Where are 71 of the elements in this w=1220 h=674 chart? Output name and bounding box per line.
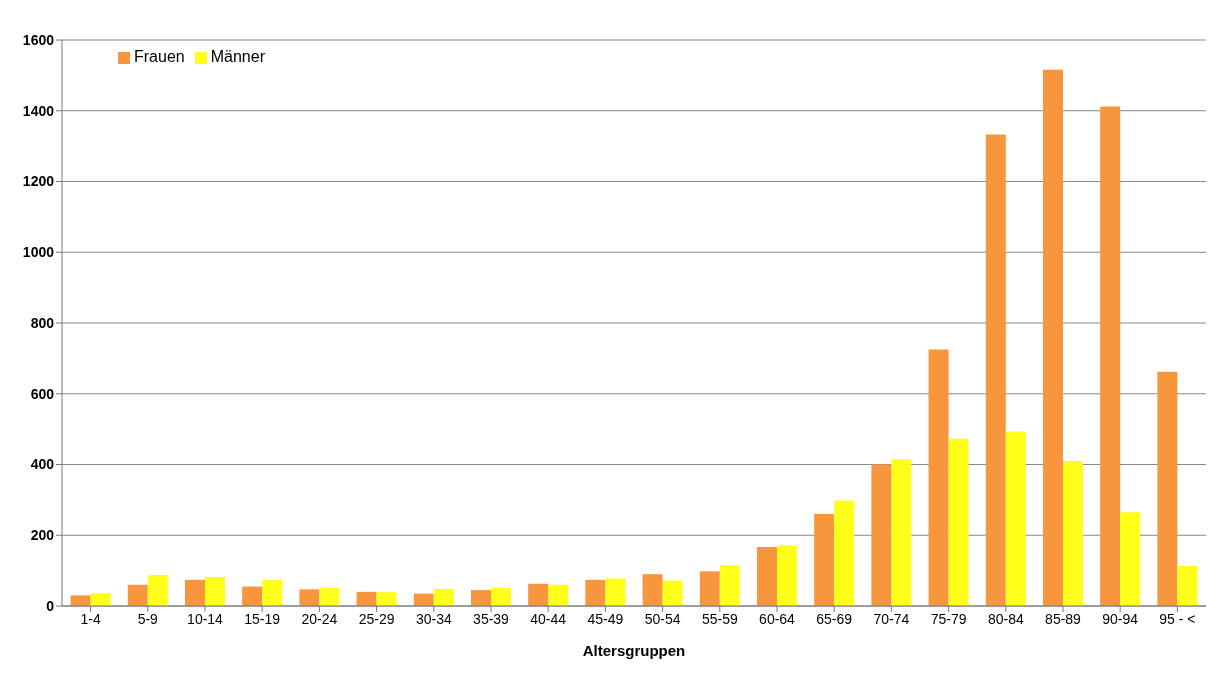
- x-tick-label: 45-49: [587, 610, 624, 627]
- bar: [262, 580, 283, 606]
- bar: [662, 580, 683, 606]
- bar: [814, 514, 835, 606]
- bar: [719, 565, 740, 606]
- bar: [319, 587, 340, 606]
- y-tick-label: 400: [30, 456, 55, 473]
- y-tick-label: 600: [30, 385, 55, 402]
- x-tick-label: 95 - <: [1159, 610, 1196, 627]
- bar: [1157, 371, 1178, 606]
- x-tick-label: 10-14: [187, 610, 224, 627]
- y-tick-label: 1000: [22, 244, 55, 261]
- bar: [948, 438, 969, 606]
- x-tick-label: 55-59: [701, 610, 738, 627]
- bar: [470, 590, 491, 606]
- y-tick-label: 200: [30, 527, 55, 544]
- bar: [1042, 69, 1063, 606]
- bar: [756, 546, 777, 606]
- bar: [204, 576, 225, 606]
- bar: [585, 579, 606, 606]
- x-tick-label: 25-29: [358, 610, 395, 627]
- legend-label: Frauen: [134, 48, 185, 65]
- x-tick-label: 5-9: [137, 610, 159, 627]
- x-tick-label: 80-84: [987, 610, 1024, 627]
- bar: [1120, 512, 1141, 606]
- bar: [548, 584, 569, 606]
- bar: [242, 586, 263, 606]
- legend-label: Männer: [210, 48, 265, 65]
- bar: [891, 459, 912, 606]
- y-tick-label: 1200: [22, 173, 55, 190]
- bar: [834, 500, 855, 606]
- bar: [1177, 566, 1198, 606]
- x-tick-label: 65-69: [816, 610, 853, 627]
- bar: [699, 571, 720, 606]
- x-tick-label: 20-24: [301, 610, 338, 627]
- bar: [127, 584, 148, 606]
- bar: [184, 579, 205, 606]
- bar: [490, 587, 511, 606]
- x-axis-title: Altersgruppen: [582, 642, 686, 659]
- y-tick-label: 1600: [22, 31, 55, 48]
- x-tick-label: 40-44: [530, 610, 567, 627]
- bar: [1062, 460, 1083, 606]
- x-tick-label: 90-94: [1102, 610, 1139, 627]
- bar: [928, 349, 949, 606]
- x-tick-label: 50-54: [644, 610, 681, 627]
- bar: [642, 574, 663, 606]
- bar: [70, 595, 91, 606]
- bar: [356, 591, 377, 606]
- x-tick-label: 35-39: [473, 610, 510, 627]
- bar: [433, 589, 454, 606]
- y-tick-label: 800: [30, 314, 55, 331]
- x-tick-label: 30-34: [415, 610, 452, 627]
- bar: [605, 578, 626, 606]
- y-tick-label: 0: [46, 597, 55, 614]
- y-tick-label: 1400: [22, 102, 55, 119]
- bar: [985, 134, 1006, 606]
- x-tick-label: 75-79: [930, 610, 967, 627]
- bar: [147, 574, 168, 606]
- x-tick-label: 60-64: [759, 610, 796, 627]
- bar: [1005, 431, 1026, 606]
- bar: [90, 593, 111, 606]
- bar: [299, 589, 320, 606]
- bar: [871, 464, 892, 606]
- x-tick-label: 1-4: [80, 610, 101, 627]
- x-tick-label: 70-74: [873, 610, 910, 627]
- bar: [376, 592, 397, 606]
- x-tick-label: 85-89: [1045, 610, 1082, 627]
- x-tick-label: 15-19: [244, 610, 281, 627]
- bar: [528, 583, 549, 606]
- bar: [1100, 106, 1121, 606]
- bar: [776, 545, 797, 606]
